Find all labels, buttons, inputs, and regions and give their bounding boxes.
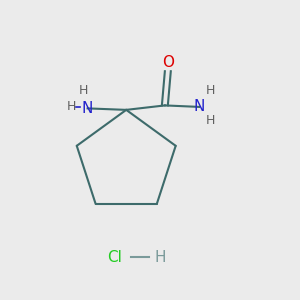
Text: H: H xyxy=(67,100,76,113)
Text: N: N xyxy=(82,101,93,116)
Text: H: H xyxy=(206,84,216,97)
Text: O: O xyxy=(162,55,174,70)
Text: H: H xyxy=(206,114,216,127)
Text: N: N xyxy=(194,99,205,114)
Text: Cl: Cl xyxy=(107,250,122,265)
Text: H: H xyxy=(78,84,88,97)
Text: H: H xyxy=(155,250,166,265)
